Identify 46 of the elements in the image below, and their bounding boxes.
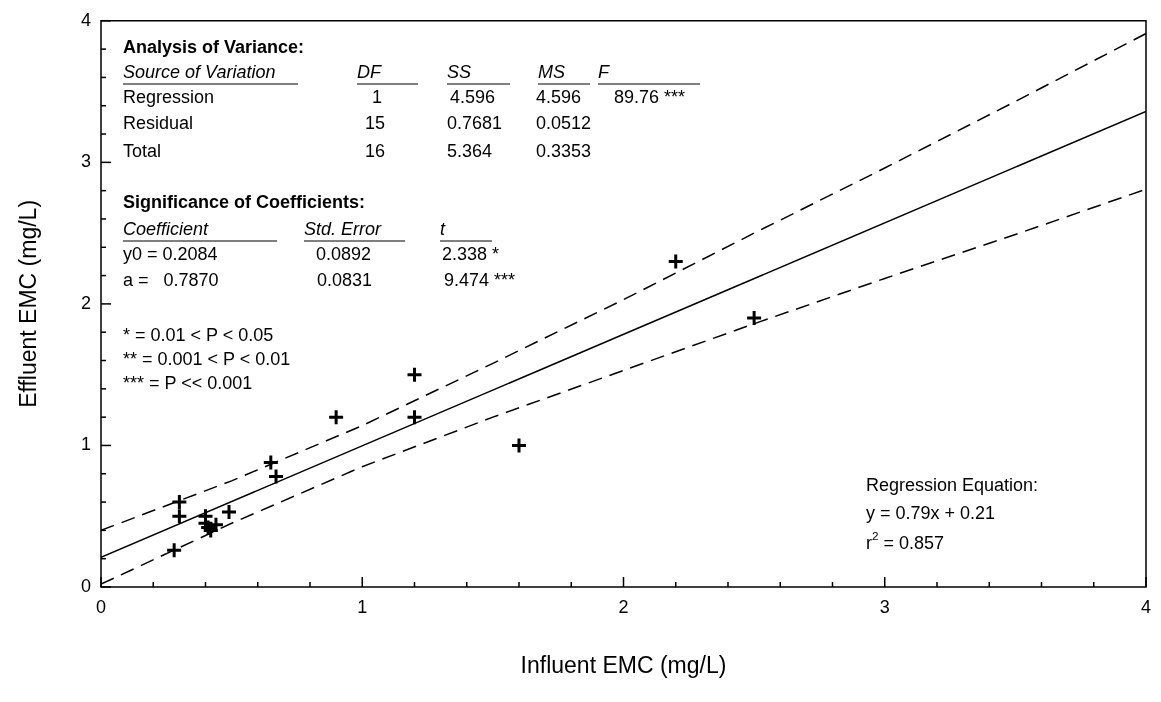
annotation: 0.0892: [316, 243, 372, 264]
annotation: Significance of Coefficients:: [123, 191, 366, 212]
y-tick-label: 4: [80, 9, 91, 30]
annotation: MS: [538, 62, 565, 82]
annotation: Regression: [123, 86, 215, 107]
y-tick-label: 0: [80, 575, 91, 596]
x-tick-label: 2: [618, 596, 629, 617]
y-tick-label: 1: [80, 434, 91, 455]
annotation: 1: [372, 86, 383, 107]
annotation: 5.364: [447, 140, 493, 161]
x-tick-label: 1: [357, 596, 368, 617]
annotation: 0.0512: [536, 112, 592, 133]
annotation: 15: [365, 112, 386, 133]
annotation: Total: [123, 140, 162, 161]
annotation: y0 = 0.2084: [123, 243, 218, 264]
annotation: 0.0831: [317, 269, 373, 290]
annotation: ** = 0.001 < P < 0.01: [123, 348, 291, 369]
annotation: Coefficient: [123, 219, 210, 239]
annotation: 16: [365, 140, 386, 161]
x-tick-label: 4: [1140, 596, 1151, 617]
annotation: SS: [447, 62, 472, 82]
annotation: 0.7681: [447, 112, 503, 133]
x-tick-label: 3: [879, 596, 890, 617]
x-tick-label: 0: [95, 596, 107, 617]
annotation: * = 0.01 < P < 0.05: [123, 324, 274, 345]
annotation: *** = P << 0.001: [123, 372, 253, 393]
annotation: Regression Equation:: [866, 474, 1039, 495]
annotation: 0.3353: [536, 140, 592, 161]
annotation: 89.76 ***: [614, 86, 686, 107]
annotation: y = 0.79x + 0.21: [866, 502, 996, 523]
annotation: 4.596: [450, 86, 496, 107]
annotation: Analysis of Variance:: [123, 36, 305, 57]
annotation: Source of Variation: [123, 62, 276, 82]
annotation: Std. Error: [304, 219, 383, 239]
annotation: Residual: [123, 112, 194, 133]
annotation: DF: [357, 62, 382, 82]
annotation: a = 0.7870: [123, 269, 219, 290]
annotation: 4.596: [536, 86, 582, 107]
annotation: t: [440, 219, 446, 239]
annotation: 9.474 ***: [444, 269, 516, 290]
annotation: F: [598, 62, 610, 82]
annotation: 2.338 *: [442, 243, 500, 264]
y-tick-label: 3: [80, 151, 91, 172]
y-axis-title: Effluent EMC (mg/L): [15, 199, 42, 408]
x-axis-title: Influent EMC (mg/L): [520, 651, 727, 678]
y-tick-label: 2: [80, 292, 91, 313]
